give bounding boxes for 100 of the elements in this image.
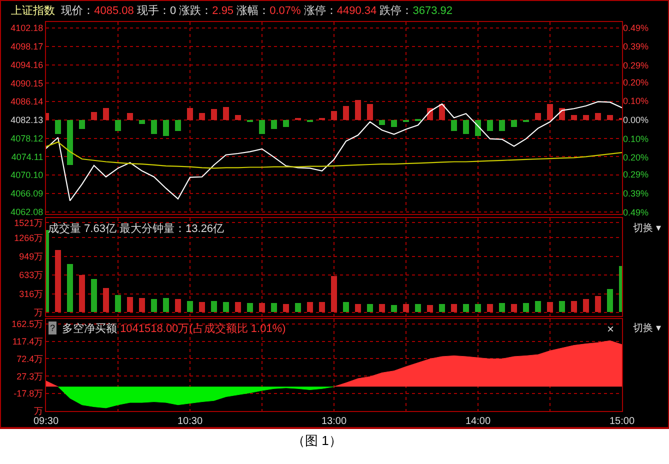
bar [379, 120, 385, 125]
annotation: 1041518.00万(占成交额比 1.01%) [120, 322, 286, 335]
y-tick-label: 万 [34, 406, 44, 416]
bar [55, 120, 61, 134]
bar [175, 299, 181, 312]
y-tick-label: 633万 [19, 270, 44, 280]
bar [103, 108, 109, 120]
bar [67, 120, 73, 165]
x-tick-label: 13:00 [321, 416, 347, 427]
bar [199, 113, 205, 120]
bar [187, 108, 193, 120]
bar [79, 120, 85, 129]
y-tick-label: 117.4万 [12, 336, 44, 346]
bar [607, 115, 613, 120]
y-tick-label: 1521万 [14, 218, 44, 228]
text: 涨跌： [179, 5, 212, 17]
bar [151, 299, 157, 312]
y-tick-label: 4074.11 [11, 152, 44, 162]
bar [367, 304, 373, 312]
bar [595, 113, 601, 120]
bar [547, 302, 553, 312]
y2-tick-label: 0.49% [623, 207, 649, 218]
bar [115, 295, 121, 312]
bar [223, 302, 229, 312]
bar [355, 304, 361, 312]
bar [451, 120, 457, 131]
y2-tick-label: 0.10% [623, 96, 649, 106]
y2-tick-label: 0.49% [623, 22, 649, 33]
bar [319, 302, 325, 312]
x-tick-label: 14:00 [465, 416, 491, 427]
text: 4085.08 [94, 5, 134, 17]
bar [259, 303, 265, 312]
bar [55, 250, 61, 312]
bar [463, 304, 469, 312]
y-tick-label: 4090.15 [10, 78, 44, 88]
bar [127, 297, 133, 312]
bar [451, 304, 457, 312]
text: 涨停： [304, 5, 337, 17]
y2-tick-label: 0.39% [623, 42, 649, 52]
bar [475, 304, 481, 312]
y-tick-label: 4098.17 [10, 42, 44, 52]
bar [283, 304, 289, 312]
annotation: 多空净买额 [62, 323, 117, 335]
bar [487, 120, 493, 131]
bar [67, 264, 73, 312]
text: 2.95 [212, 5, 234, 17]
bar [247, 303, 253, 312]
y-tick-label: 949万 [19, 252, 44, 262]
bar [439, 304, 445, 312]
bar [571, 115, 577, 120]
bar [391, 305, 397, 312]
bar [523, 303, 529, 312]
y2-tick-label: 0.29% [623, 170, 649, 180]
annotation: × [607, 322, 614, 336]
text: 切换 ▾ [633, 322, 661, 334]
y-tick-label: 4062.08 [10, 206, 44, 217]
bar [187, 301, 193, 312]
y-tick-label: 316万 [19, 288, 44, 299]
y-tick-label: 72.4万 [16, 354, 44, 364]
text: 3673.92 [412, 5, 452, 17]
y2-tick-label: 0.10% [623, 134, 649, 144]
bar [343, 106, 349, 120]
annotation: 成交量 7.63亿 最大分钟量：13.26亿 [48, 222, 224, 235]
line-series [46, 101, 622, 202]
x-tick-label: 15:00 [609, 416, 635, 427]
text: 0.07% [270, 5, 302, 17]
y2-tick-label: 0.20% [623, 77, 649, 88]
annotation: ? [50, 323, 56, 333]
y-tick-label: 4070.10 [10, 170, 44, 180]
y2-tick-label: 0.29% [623, 60, 649, 70]
text: （图 1） [292, 433, 342, 448]
bar [571, 301, 577, 312]
bar [511, 304, 517, 312]
y-tick-label: 4082.13 [10, 115, 44, 126]
bar [379, 304, 385, 312]
y-tick-label: 1266万 [14, 232, 44, 243]
bar [331, 111, 337, 120]
text: 现手：0 [136, 4, 176, 17]
bar [271, 120, 277, 129]
bar [91, 112, 97, 120]
bar [427, 305, 433, 312]
y-tick-label: 4102.18 [10, 23, 44, 34]
bar [607, 289, 613, 312]
bar [487, 304, 493, 312]
y-tick-label: 4066.09 [10, 188, 44, 199]
bar [439, 104, 445, 120]
bar [535, 301, 541, 312]
bar [211, 301, 217, 312]
text: 涨幅： [236, 5, 270, 17]
bar [139, 120, 145, 124]
y-tick-label: 4078.12 [10, 133, 44, 144]
bar [283, 120, 289, 127]
bar [475, 120, 481, 136]
bar [235, 302, 241, 312]
bar [115, 120, 121, 131]
bar [223, 107, 229, 120]
bar [595, 296, 601, 312]
bar [211, 109, 217, 120]
bar [499, 303, 505, 312]
bar [91, 279, 97, 312]
